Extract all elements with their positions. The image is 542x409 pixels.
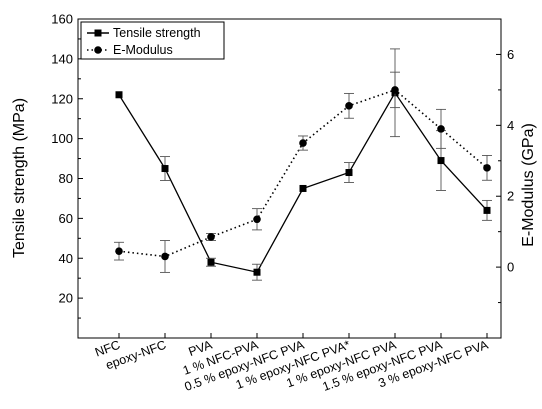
legend: Tensile strength E-Modulus: [80, 21, 225, 60]
y-axis-title: Tensile strength (MPa): [11, 98, 28, 258]
series-0-point: [299, 184, 307, 192]
series-1-line: [118, 88, 488, 258]
series-1-point: [161, 252, 169, 261]
y2-tick-label: 4: [507, 118, 514, 133]
legend-marker-circle: [94, 46, 102, 54]
series-layer: [114, 48, 492, 281]
y-tick-label: 20: [59, 291, 73, 306]
series-1-point: [437, 125, 445, 133]
y2-tick-label: 0: [507, 260, 514, 275]
right-axis-ticks: 0 2 4 6: [496, 47, 514, 304]
series-0-point: [483, 206, 491, 214]
series-1-point: [115, 247, 123, 255]
y2-tick-label: 6: [507, 47, 514, 62]
series-1-point: [207, 233, 215, 241]
y2-axis-title: E-Modulus (GPa): [520, 123, 537, 247]
series-0-line: [118, 91, 488, 273]
series-0-point: [207, 258, 215, 266]
legend-marker-square: [94, 29, 102, 37]
series-0-point: [115, 91, 123, 99]
series-1-point: [345, 102, 353, 110]
y-tick-label: 60: [59, 211, 73, 226]
legend-label-modulus: E-Modulus: [113, 43, 173, 57]
series-0-point: [253, 268, 261, 276]
y-tick-label: 120: [51, 91, 73, 106]
y-tick-label: 40: [59, 251, 73, 266]
y-tick-label: 100: [51, 131, 73, 146]
series-0-point: [161, 165, 169, 173]
y-tick-label: 80: [59, 171, 73, 186]
y2-tick-label: 2: [507, 189, 514, 204]
series-1-point: [483, 164, 491, 172]
left-axis-ticks: 20 40 60 80 100 120 140 160: [51, 12, 83, 319]
series-1-point: [391, 86, 399, 94]
series-0-point: [345, 169, 353, 177]
legend-label-tensile: Tensile strength: [113, 26, 201, 40]
plot-frame: [77, 18, 502, 339]
series-0-point: [437, 157, 445, 165]
y-tick-label: 160: [51, 12, 73, 27]
legend-box: [80, 21, 225, 60]
series-1-point: [299, 139, 307, 147]
series-1-point: [253, 215, 261, 224]
y-tick-label: 140: [51, 51, 73, 66]
